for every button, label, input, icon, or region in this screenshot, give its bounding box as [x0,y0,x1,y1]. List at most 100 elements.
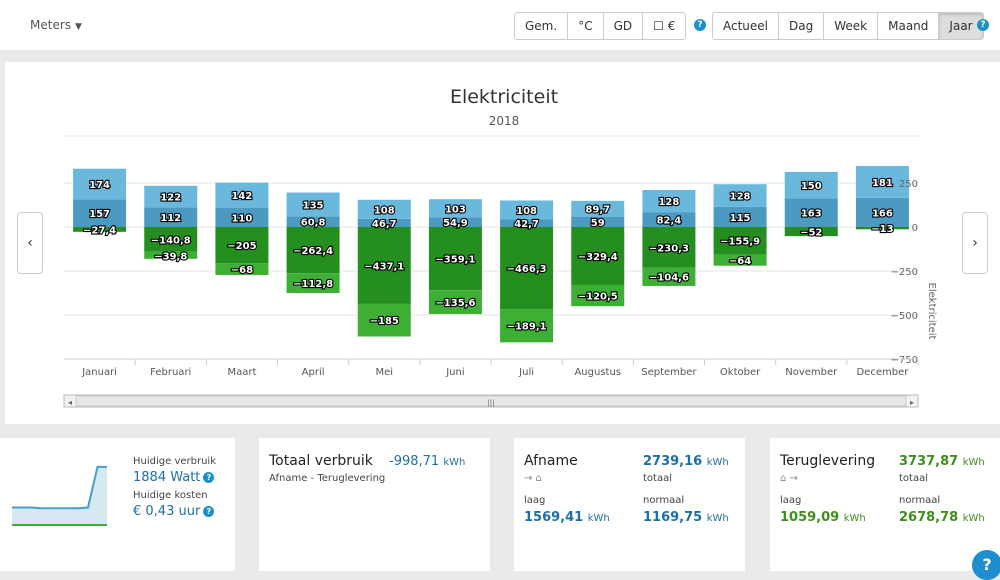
degree-days-button[interactable]: GD [604,13,644,39]
current-cost-value: € 0,43 uur? [133,504,215,519]
bar-segment [500,219,554,227]
bar-segment [784,198,838,227]
chart-bars [73,165,909,343]
period-week-button[interactable]: Week [824,13,879,39]
afname-normal-label: normaal [643,495,685,506]
bar-segment [642,212,696,227]
afname-total-number: 2739,16 [643,454,703,469]
x-tick-label: Mei [375,367,393,378]
unit-button-group: Gem. °C GD ☐ € [514,12,687,40]
bar-segment [215,207,269,227]
bar-segment [357,199,411,219]
current-usage-value: 1884 Watt? [133,470,215,485]
bar-segment [215,182,269,208]
bar-segment [357,218,411,227]
teruglevering-normal-number: 2678,78 [899,510,959,525]
scroll-left-arrow[interactable]: ◂ [68,398,72,407]
data-label: 128 [730,191,751,202]
bar-segment [571,227,625,285]
bar-segment [286,216,340,227]
afname-normal-unit: kWh [706,513,729,524]
data-label: −140,8 [151,235,191,246]
data-label: −52 [800,228,822,239]
temperature-button[interactable]: °C [568,13,604,39]
scroll-grip[interactable]: ||| [487,399,494,407]
data-label: 157 [89,209,110,220]
next-period-button[interactable]: › [962,212,988,274]
y-tick-label: −250 [891,267,918,278]
current-usage-label: Huidige verbruik [133,456,216,467]
teruglevering-total-label: totaal [899,473,928,484]
data-label: −437,1 [364,261,404,272]
teruglevering-card: Teruglevering ⌂ → 3737,87 kWh totaal laa… [770,438,1000,571]
help-icon[interactable]: ? [203,472,215,483]
data-label: −205 [227,241,256,252]
data-label: 82,4 [657,216,682,227]
help-icon[interactable]: ? [203,506,215,517]
bar-segment [784,171,838,199]
data-label: 103 [445,204,466,215]
bar-segment [144,207,198,227]
x-tick-label: September [641,367,697,378]
chart-scrollbar[interactable]: ◂ ▸ ||| [63,394,919,408]
x-tick-label: Maart [227,367,256,378]
data-label: −68 [231,265,253,276]
afname-normal-number: 1169,75 [643,510,703,525]
afname-low-unit: kWh [587,513,610,524]
period-jaar-button[interactable]: Jaar [939,13,983,39]
bar-segment [500,309,554,343]
bar-segment [428,290,482,315]
prev-period-button[interactable]: ‹ [17,212,43,274]
data-label: 59 [591,218,605,229]
bar-segment [642,189,696,213]
teruglevering-normal-label: normaal [899,495,941,506]
help-icon[interactable]: ? [977,19,989,31]
total-usage-title: Totaal verbruik [269,453,373,469]
data-label: −189,1 [507,322,547,333]
period-actueel-button[interactable]: Actueel [713,13,780,39]
scroll-right-arrow[interactable]: ▸ [910,398,914,407]
data-label: 108 [516,206,537,217]
data-label: −13 [871,224,893,235]
euro-toggle-button[interactable]: ☐ € [653,19,676,33]
total-usage-value: -998,71 kWh [389,454,465,469]
current-cost-number: € 0,43 uur [133,504,201,519]
help-icon[interactable]: ? [694,19,706,31]
bar-segment [713,254,767,266]
x-tick-label: Augustus [574,367,621,378]
scrollbar-thumb[interactable] [75,395,907,407]
bar-segment [73,227,127,232]
x-tick-label: December [856,367,909,378]
data-label: −135,6 [435,298,475,309]
period-dag-button[interactable]: Dag [779,13,825,39]
electricity-chart: Elektriciteit 2018 157 174 −27,4 112 122 −140… [63,86,937,408]
data-label: 181 [872,178,893,189]
meters-label: Meters [30,18,72,32]
y-tick-label: −500 [891,311,918,322]
bar-segment [713,184,767,207]
meters-dropdown[interactable]: Meters ▼ [30,18,82,32]
teruglevering-total-value: 3737,87 kWh [899,454,985,469]
bar-segment [73,199,127,227]
bar-segment [286,273,340,294]
bar-segment [500,227,554,310]
data-label: −466,3 [507,264,547,275]
help-fab-button[interactable]: ? [972,550,1000,580]
period-maand-button[interactable]: Maand [878,13,940,39]
x-tick-label: November [785,367,838,378]
bar-segment [784,227,838,237]
data-label: 166 [872,208,893,219]
bar-segment [571,216,625,227]
data-label: 142 [231,191,252,202]
bar-segment [571,200,625,217]
data-label: 54,9 [443,218,468,229]
x-tick-label: Juli [518,367,534,378]
afname-total-label: totaal [643,473,672,484]
bar-segment [713,227,767,255]
data-label: −155,9 [720,237,760,248]
chart-subtitle: 2018 [489,114,520,128]
chart-axis: 250 0 −250 −500 −750 Januari Februari Maart Apri… [64,179,919,378]
bar-segment [357,227,411,304]
average-button[interactable]: Gem. [515,13,569,39]
y-tick-label: −750 [891,355,918,366]
